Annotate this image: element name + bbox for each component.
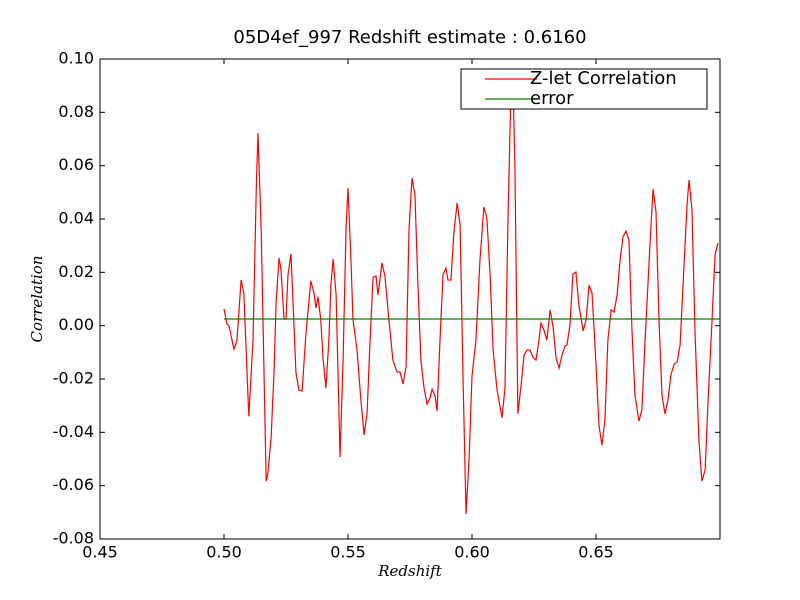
chart-title: 05D4ef_997 Redshift estimate : 0.6160 (233, 27, 586, 48)
y-tick-label: 0.08 (58, 102, 94, 121)
y-tick-label: 0.00 (58, 315, 94, 334)
plot-frame (99, 58, 721, 540)
data-line (223, 80, 719, 514)
legend-label: error (530, 88, 574, 109)
y-tick-label: 0.10 (58, 49, 94, 68)
y-tick-label: 0.04 (58, 209, 94, 228)
y-tick-label: -0.08 (53, 529, 94, 548)
legend-box (460, 68, 708, 110)
y-tick-label: -0.02 (53, 369, 94, 388)
y-tick-label: 0.02 (58, 262, 94, 281)
x-axis-label: Redshift (377, 562, 442, 580)
y-tick-label: -0.04 (53, 422, 94, 441)
x-tick-label: 0.50 (206, 543, 242, 562)
x-tick-label: 0.45 (82, 543, 118, 562)
legend-label: Z-let Correlation (530, 68, 677, 89)
x-tick-label: 0.55 (330, 543, 366, 562)
x-tick-label: 0.60 (454, 543, 490, 562)
y-tick-label: -0.06 (53, 475, 94, 494)
y-axis-label: Correlation (28, 256, 46, 343)
x-tick-label: 0.65 (578, 543, 614, 562)
y-tick-label: 0.06 (58, 155, 94, 174)
